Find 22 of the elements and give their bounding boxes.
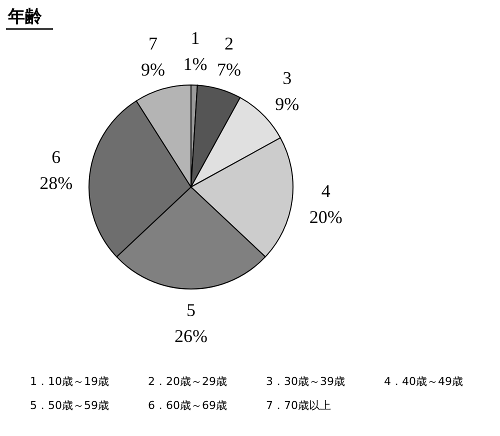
slice-label: 7 [148,33,158,54]
slice-label: 2 [224,33,234,54]
slice-label: 4 [321,181,330,202]
text: 4．40歳～49歳 [384,375,463,388]
data-label: 9% [275,94,300,114]
slice-label: 3 [282,68,292,88]
text: 1．10歳～19歳 [30,375,109,388]
text: 5．50歳～59歳 [30,399,109,412]
data-label: 28% [40,172,73,193]
text: 3．30歳～39歳 [266,375,345,388]
data-label: 7% [216,59,241,80]
chart-title: 年齢 [7,7,43,27]
slice-label: 5 [186,300,196,320]
text: 2．20歳～29歳 [148,375,227,388]
data-label: 1% [183,54,208,74]
text: 7．70歳以上 [266,399,331,412]
text: 6．60歳～69歳 [148,399,227,412]
slice-label: 6 [52,146,61,167]
slice-label: 1 [190,28,200,48]
data-label: 9% [141,59,166,80]
data-label: 20% [309,207,342,228]
data-label: 26% [174,326,208,346]
